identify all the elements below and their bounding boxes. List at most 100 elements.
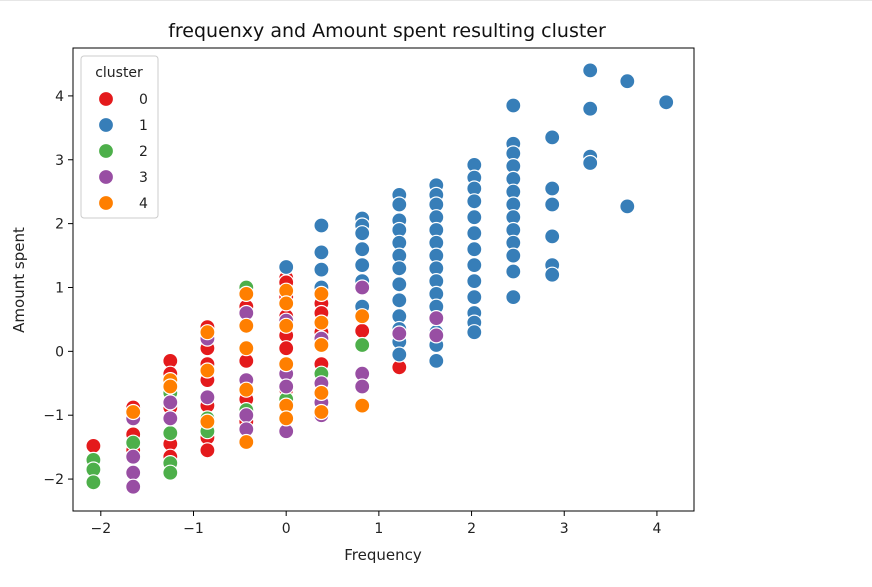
data-point (505, 263, 522, 280)
data-point (391, 325, 408, 342)
data-point (125, 403, 142, 421)
data-point (313, 384, 330, 401)
series-1 (278, 62, 675, 369)
data-point (354, 241, 371, 258)
data-point (162, 378, 179, 395)
legend-marker (97, 90, 115, 108)
data-point (354, 308, 371, 325)
legend-marker (97, 168, 115, 186)
data-point (582, 154, 599, 172)
data-point (278, 356, 295, 373)
data-point (582, 62, 599, 79)
data-point (544, 196, 561, 213)
data-point (505, 97, 522, 114)
data-point (354, 397, 371, 414)
x-axis-label: Frequency (344, 546, 422, 564)
data-point (313, 217, 330, 234)
data-point (428, 352, 445, 369)
x-tick-label: −2 (90, 521, 111, 537)
x-tick-label: 1 (374, 521, 383, 537)
data-point (238, 433, 255, 451)
legend-marker (97, 116, 115, 134)
data-point (125, 478, 142, 495)
data-point (162, 410, 179, 427)
data-point (391, 292, 408, 309)
data-point (125, 434, 142, 451)
data-point (391, 260, 408, 277)
data-point (466, 289, 483, 306)
data-point (278, 258, 295, 276)
legend-entry-label: 1 (139, 118, 148, 134)
data-point (466, 193, 483, 210)
top-divider-line (0, 0, 872, 1)
data-point (544, 266, 561, 283)
data-point (85, 437, 102, 454)
y-tick-label: 4 (55, 89, 64, 105)
data-point (162, 394, 179, 411)
data-point (544, 228, 561, 245)
data-point (199, 362, 216, 379)
data-point (354, 225, 371, 242)
x-tick-label: 2 (467, 521, 476, 537)
legend-marker (97, 194, 115, 212)
data-point (278, 378, 295, 395)
legend-entry-label: 2 (139, 144, 148, 160)
legend-marker (97, 142, 115, 160)
data-point (391, 196, 408, 213)
y-tick-label: −1 (43, 408, 64, 424)
data-point (278, 410, 295, 427)
data-point (278, 317, 295, 334)
data-point (125, 464, 142, 481)
data-point (313, 261, 330, 278)
legend-entry-label: 3 (139, 170, 148, 186)
data-point (238, 381, 255, 398)
data-point (238, 340, 255, 357)
x-tick-label: 0 (282, 521, 291, 537)
legend: cluster 0 1 2 3 4 (80, 55, 159, 219)
y-tick-label: 0 (55, 344, 64, 360)
data-point (466, 324, 483, 341)
data-point (278, 295, 295, 312)
data-point (391, 346, 408, 363)
series-4 (125, 282, 371, 451)
x-tick-label: 3 (560, 521, 569, 537)
data-point (238, 407, 255, 424)
plot-area (85, 62, 675, 495)
data-point (354, 336, 371, 354)
data-point (199, 442, 216, 459)
y-tick-label: −2 (43, 472, 64, 488)
y-tick-label: 1 (55, 280, 64, 296)
chart-title: frequenxy and Amount spent resulting clu… (168, 20, 606, 42)
data-point (466, 257, 483, 274)
y-tick-label: 2 (55, 217, 64, 233)
data-point (354, 279, 371, 296)
legend-entry-label: 4 (139, 196, 148, 212)
data-point (466, 273, 483, 290)
data-point (85, 474, 102, 491)
series-2 (85, 279, 371, 491)
data-point (313, 285, 330, 302)
legend-entry-label: 0 (139, 92, 148, 108)
data-point (238, 285, 255, 302)
data-point (313, 403, 330, 421)
x-tick-label: −1 (183, 521, 204, 537)
data-point (313, 314, 330, 331)
data-point (466, 225, 483, 242)
data-point (162, 425, 179, 442)
axes: −2 −1 0 1 2 3 4 −2 −1 0 1 2 3 4 (43, 47, 695, 537)
data-point (658, 94, 675, 111)
data-point (313, 336, 330, 354)
data-point (619, 73, 636, 90)
data-point (544, 180, 561, 197)
data-point (391, 276, 408, 293)
data-point (428, 310, 445, 327)
data-point (199, 389, 216, 406)
data-point (505, 247, 522, 264)
data-point (199, 413, 216, 430)
data-point (619, 198, 636, 215)
data-point (162, 464, 179, 481)
data-point (278, 340, 295, 357)
data-point (466, 209, 483, 226)
data-point (544, 129, 561, 146)
